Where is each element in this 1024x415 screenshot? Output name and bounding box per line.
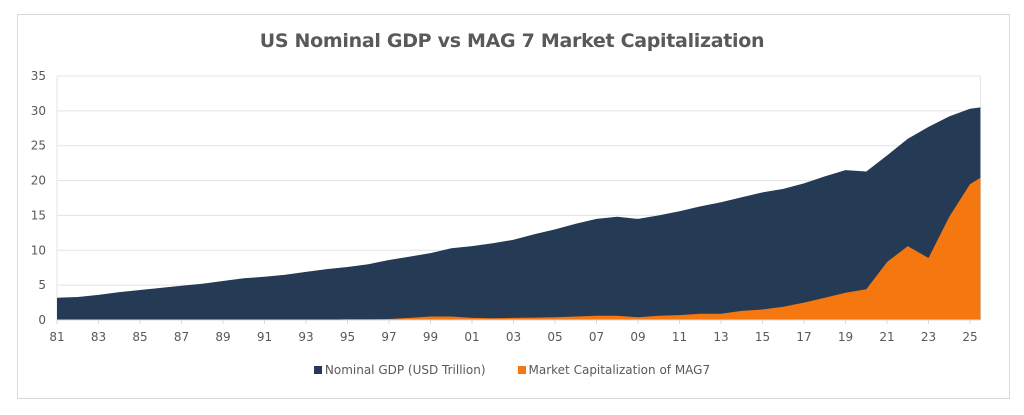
- x-tick-label-99: 99: [423, 330, 438, 344]
- legend-swatch-mag7: [517, 366, 526, 374]
- series-areas: [57, 107, 981, 321]
- x-tick-label-17: 17: [796, 330, 811, 344]
- axes: [56, 319, 981, 324]
- x-tick-label-83: 83: [91, 330, 106, 344]
- area-series-gdp: [57, 107, 981, 321]
- x-tick-label-85: 85: [132, 330, 147, 344]
- legend-label-gdp: Nominal GDP (USD Trillion): [324, 363, 486, 377]
- x-tick-label-07: 07: [589, 330, 604, 344]
- x-tick-label-13: 13: [713, 330, 728, 344]
- x-tick-label-93: 93: [298, 330, 313, 344]
- x-tick-label-15: 15: [755, 330, 770, 344]
- x-tick-labels: 81 83 85 87 89 91 93 95 97 99 01 03 05 07 09 11 13 15 17 19…: [49, 330, 977, 344]
- legend: Nominal GDP (USD Trillion) Market Capita…: [0, 363, 1024, 377]
- x-tick-label-97: 97: [381, 330, 396, 344]
- y-tick-label-25: 25: [31, 139, 46, 153]
- x-tick-label-03: 03: [506, 330, 521, 344]
- y-tick-labels: 0 5 10 15 20 25 30 35: [31, 69, 46, 327]
- legend-swatch-gdp: [313, 366, 322, 374]
- x-tick-label-87: 87: [174, 330, 189, 344]
- x-tick-label-19: 19: [838, 330, 853, 344]
- y-tick-label-5: 5: [38, 278, 46, 292]
- legend-label-mag7: Market Capitalization of MAG7: [528, 363, 711, 377]
- y-tick-label-30: 30: [31, 104, 46, 118]
- x-tick-label-11: 11: [672, 330, 687, 344]
- y-tick-label-10: 10: [31, 243, 46, 257]
- y-tick-label-15: 15: [31, 208, 46, 222]
- x-tick-label-91: 91: [257, 330, 272, 344]
- x-tick-label-89: 89: [215, 330, 230, 344]
- x-tick-label-25: 25: [962, 330, 977, 344]
- x-tick-label-05: 05: [547, 330, 562, 344]
- legend-item-gdp: Nominal GDP (USD Trillion): [313, 363, 486, 377]
- y-tick-label-20: 20: [31, 174, 46, 188]
- x-tick-label-95: 95: [340, 330, 355, 344]
- chart-title: US Nominal GDP vs MAG 7 Market Capitaliz…: [259, 30, 765, 52]
- x-tick-label-81: 81: [49, 330, 64, 344]
- x-tick-label-23: 23: [921, 330, 936, 344]
- x-tick-label-09: 09: [630, 330, 645, 344]
- area-series-mag7: [57, 177, 981, 320]
- x-tick-label-21: 21: [879, 330, 894, 344]
- x-tick-label-01: 01: [464, 330, 479, 344]
- y-tick-label-35: 35: [31, 69, 46, 83]
- legend-item-mag7: Market Capitalization of MAG7: [517, 363, 711, 377]
- y-tick-label-0: 0: [38, 313, 46, 327]
